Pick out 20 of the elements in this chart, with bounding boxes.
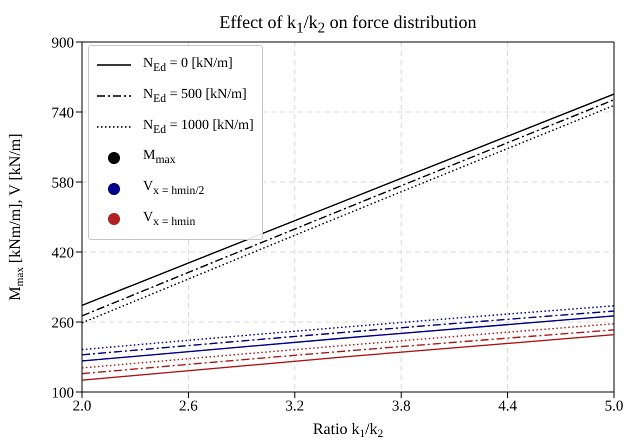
annotation: V$_{x = hmin}$ — [143, 208, 196, 230]
y-tick-label: 740 — [52, 105, 74, 122]
x-tick-label: 3.8 — [392, 398, 411, 415]
y-tick-label: 100 — [52, 385, 74, 402]
y-tick-label: 900 — [52, 35, 74, 52]
legend-label: N$_{Ed}$ = 1000 [kN/m] — [143, 116, 254, 138]
x-tick-label: 3.2 — [285, 398, 304, 415]
annotation: M$_{max}$ — [143, 147, 176, 168]
annotation: V$_{x = hmin/2}$ — [143, 178, 204, 199]
x-tick-label: 2.0 — [72, 398, 92, 415]
y-tick-label: 260 — [52, 315, 74, 332]
chart-title: Effect of k$_{1}$/k$_{2}$ on force distribution — [219, 12, 477, 37]
x-axis-title: Ratio k$_{1}$/k$_{2}$ — [312, 421, 384, 440]
x-tick-label: 2.6 — [179, 398, 198, 415]
x-tick-label: 4.4 — [498, 398, 518, 415]
y-tick-label: 580 — [52, 175, 74, 192]
x-tick-label: 5.0 — [604, 398, 624, 415]
legend-label: N$_{Ed}$ = 500 [kN/m] — [143, 86, 247, 107]
y-tick-label: 420 — [52, 245, 74, 262]
legend-label: N$_{Ed}$ = 0 [kN/m] — [143, 55, 233, 76]
